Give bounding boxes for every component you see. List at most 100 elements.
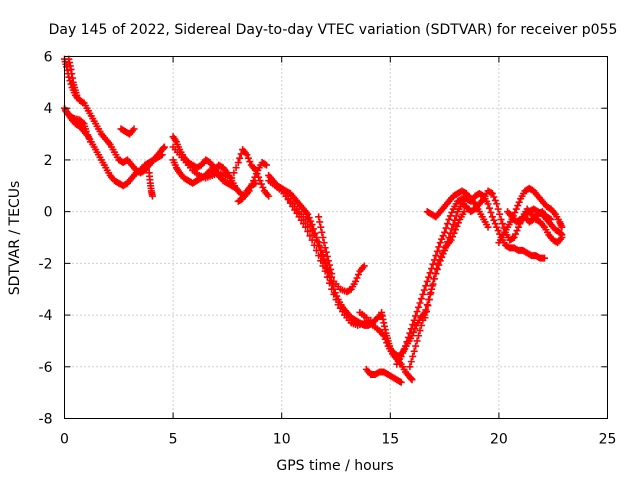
data-point: [432, 252, 440, 260]
data-point: [306, 232, 314, 240]
data-point: [497, 215, 505, 223]
data-point: [484, 223, 492, 231]
data-point: [396, 377, 404, 385]
data-point: [403, 338, 411, 346]
data-point: [421, 314, 429, 322]
data-point: [494, 227, 502, 235]
data-point: [320, 239, 328, 247]
data-point: [415, 332, 423, 340]
data-point: [256, 177, 264, 185]
data-point: [327, 265, 335, 273]
data-point: [515, 198, 523, 206]
data-point: [261, 160, 269, 168]
data-point: [360, 262, 368, 270]
y-tick-label: -6: [39, 360, 53, 376]
data-point: [321, 244, 329, 252]
data-point: [246, 158, 254, 166]
data-point: [316, 218, 324, 226]
data-point: [232, 164, 240, 172]
data-point: [330, 290, 338, 298]
data-point: [252, 179, 260, 187]
data-point: [397, 378, 405, 386]
data-point: [448, 209, 456, 217]
data-point: [407, 325, 415, 333]
data-point: [425, 296, 433, 304]
data-point: [255, 173, 263, 181]
data-point: [265, 192, 273, 200]
data-point: [74, 94, 82, 102]
x-tick-label: 0: [60, 432, 69, 448]
data-point: [306, 222, 314, 230]
data-point: [84, 131, 92, 139]
x-tick-label: 15: [381, 432, 399, 448]
data-point: [453, 222, 461, 230]
data-point: [252, 166, 260, 174]
data-point: [321, 267, 329, 275]
data-point: [85, 134, 93, 142]
data-point: [262, 161, 270, 169]
data-point: [452, 212, 460, 220]
data-point: [447, 236, 455, 244]
data-point: [234, 159, 242, 167]
data-point: [317, 223, 325, 231]
data-point: [410, 316, 418, 324]
data-point: [490, 216, 498, 224]
data-point: [397, 352, 405, 360]
data-point: [433, 247, 441, 255]
data-point: [160, 143, 168, 151]
data-point: [407, 358, 415, 366]
data-point: [323, 252, 331, 260]
data-point: [353, 274, 361, 282]
x-tick-label: 10: [273, 432, 291, 448]
data-point: [325, 279, 333, 287]
data-point: [510, 234, 518, 241]
data-point: [427, 289, 435, 297]
data-point: [409, 321, 417, 329]
data-point: [493, 200, 501, 208]
data-point: [547, 215, 555, 223]
data-point: [513, 227, 521, 235]
x-axis-ticks: 0 5 10 15 20 25: [60, 56, 617, 448]
data-point: [308, 236, 316, 244]
data-point: [328, 270, 336, 278]
data-point: [409, 352, 417, 360]
data-point: [488, 190, 496, 198]
data-point: [79, 118, 87, 126]
data-point: [449, 221, 457, 229]
data-point: [400, 346, 408, 354]
data-point: [437, 252, 445, 260]
data-point: [319, 262, 327, 270]
data-point: [130, 125, 138, 133]
data-point: [499, 220, 507, 228]
data-point: [228, 174, 236, 182]
x-tick-label: 25: [599, 432, 617, 448]
data-point: [352, 277, 360, 285]
data-point: [69, 114, 77, 122]
data-point: [511, 209, 519, 217]
data-point: [514, 202, 522, 210]
x-axis-title: GPS time / hours: [276, 458, 393, 474]
data-point: [451, 226, 459, 234]
data-point: [491, 196, 499, 204]
y-tick-label: 6: [44, 50, 53, 66]
data-point: [406, 363, 414, 371]
data-point: [416, 299, 424, 307]
data-point: [323, 273, 331, 281]
data-point: [408, 376, 416, 384]
data-point: [514, 223, 522, 231]
data-point: [450, 229, 458, 237]
data-point: [406, 329, 414, 337]
data-point: [243, 151, 251, 159]
data-point: [487, 209, 495, 217]
data-point: [419, 290, 427, 298]
data-point: [230, 169, 238, 177]
data-point: [422, 282, 430, 290]
data-point: [546, 215, 554, 223]
data-point: [319, 234, 327, 241]
data-point: [302, 223, 310, 231]
data-point: [328, 285, 336, 293]
data-point: [494, 205, 502, 213]
data-point: [512, 205, 520, 213]
data-point: [449, 233, 457, 241]
data-point: [487, 189, 495, 197]
